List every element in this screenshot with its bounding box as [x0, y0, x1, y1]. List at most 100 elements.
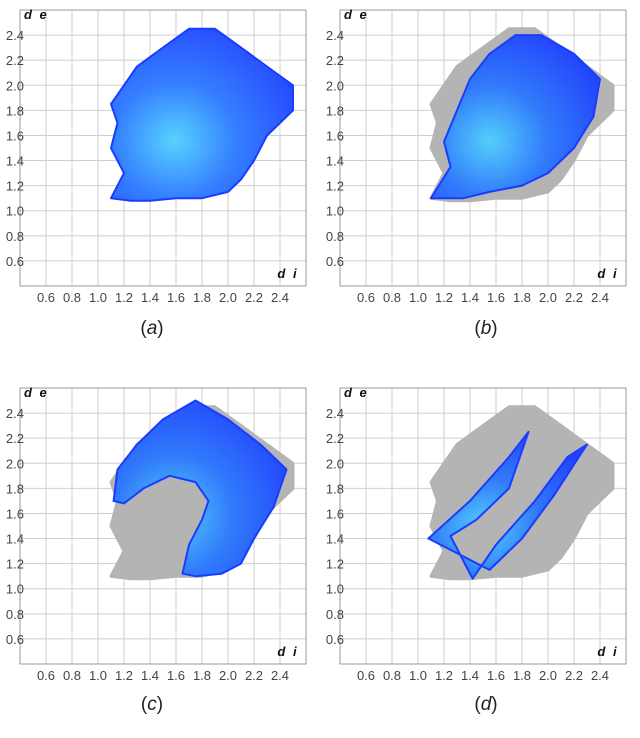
- x-tick-label-c-7: 2.0: [219, 668, 237, 683]
- x-tick-label-b-6: 1.8: [513, 290, 531, 305]
- y-tick-label-c-6: 1.8: [6, 481, 24, 496]
- fingerprint-plot-c: 0.6 0.8 1.0 1.2 1.4 1.6 1.8 2.0 2.2 2.4 0.6 0.8 1.0 1…: [0, 378, 320, 738]
- y-axis-label-c: d e: [24, 385, 49, 400]
- x-tick-label-b-3: 1.2: [435, 290, 453, 305]
- x-tick-label-c-8: 2.2: [245, 668, 263, 683]
- x-tick-label-b-9: 2.4: [591, 290, 609, 305]
- x-tick-label-c-2: 1.0: [89, 668, 107, 683]
- x-tick-label-b-4: 1.4: [461, 290, 479, 305]
- y-tick-label-a-7: 2.0: [6, 78, 24, 93]
- plot-frame-b: [339, 9, 627, 287]
- x-tick-label-b-7: 2.0: [539, 290, 557, 305]
- y-tick-label-d-1: 0.8: [326, 607, 344, 622]
- x-tick-label-b-5: 1.6: [487, 290, 505, 305]
- x-tick-label-a-9: 2.4: [271, 290, 289, 305]
- caption-a: (a): [140, 318, 164, 339]
- caption-d-label: d: [480, 694, 492, 715]
- caption-d: (d): [474, 694, 498, 715]
- plot-frame-c: [19, 387, 307, 665]
- x-tick-label-a-1: 0.8: [63, 290, 81, 305]
- y-tick-label-a-6: 1.8: [6, 103, 24, 118]
- y-tick-label-a-9: 2.4: [6, 28, 24, 43]
- caption-b: (b): [474, 318, 498, 339]
- y-tick-label-a-4: 1.4: [6, 154, 24, 169]
- y-tick-label-b-9: 2.4: [326, 28, 344, 43]
- x-tick-label-b-0: 0.6: [357, 290, 375, 305]
- plot-frame-a: [19, 9, 307, 287]
- y-tick-label-a-8: 2.2: [6, 53, 24, 68]
- y-tick-label-a-3: 1.2: [6, 179, 24, 194]
- x-axis-label-b: d i: [597, 266, 618, 281]
- x-axis-label-d: d i: [597, 644, 618, 659]
- x-tick-label-a-6: 1.8: [193, 290, 211, 305]
- y-tick-label-c-3: 1.2: [6, 557, 24, 572]
- x-tick-label-d-9: 2.4: [591, 668, 609, 683]
- caption-c-label: c: [147, 694, 157, 715]
- x-tick-label-d-2: 1.0: [409, 668, 427, 683]
- y-tick-label-c-9: 2.4: [6, 406, 24, 421]
- x-tick-label-a-2: 1.0: [89, 290, 107, 305]
- x-tick-label-d-4: 1.4: [461, 668, 479, 683]
- y-tick-label-d-9: 2.4: [326, 406, 344, 421]
- x-tick-label-a-5: 1.6: [167, 290, 185, 305]
- x-tick-label-c-9: 2.4: [271, 668, 289, 683]
- y-tick-label-a-2: 1.0: [6, 204, 24, 219]
- y-axis-label-a: d e: [24, 7, 49, 22]
- y-tick-label-c-4: 1.4: [6, 532, 24, 547]
- x-tick-label-c-3: 1.2: [115, 668, 133, 683]
- x-tick-label-d-6: 1.8: [513, 668, 531, 683]
- x-tick-label-a-7: 2.0: [219, 290, 237, 305]
- y-tick-label-c-5: 1.6: [6, 506, 24, 521]
- y-tick-label-a-0: 0.6: [6, 254, 24, 269]
- plot-canvas-d: 0.6 0.8 1.0 1.2 1.4 1.6 1.8 2.0 2.2 2.4 0.6 0.8 1.0 1…: [326, 385, 627, 683]
- x-tick-label-b-2: 1.0: [409, 290, 427, 305]
- y-tick-label-d-7: 2.0: [326, 456, 344, 471]
- plot-canvas-b: 0.6 0.8 1.0 1.2 1.4 1.6 1.8 2.0 2.2 2.4 0.6 0.8 1.0 1…: [326, 7, 627, 305]
- x-axis-label-a: d i: [277, 266, 298, 281]
- y-tick-label-b-6: 1.8: [326, 103, 344, 118]
- y-tick-label-b-3: 1.2: [326, 179, 344, 194]
- y-tick-label-b-2: 1.0: [326, 204, 344, 219]
- x-tick-label-b-1: 0.8: [383, 290, 401, 305]
- x-tick-label-a-8: 2.2: [245, 290, 263, 305]
- highlight-region-b: [430, 34, 601, 200]
- y-tick-label-c-1: 0.8: [6, 607, 24, 622]
- x-tick-label-a-3: 1.2: [115, 290, 133, 305]
- plot-canvas-c: 0.6 0.8 1.0 1.2 1.4 1.6 1.8 2.0 2.2 2.4 0.6 0.8 1.0 1…: [6, 385, 307, 683]
- fingerprint-plot-a: 0.6 0.8 1.0 1.2 1.4 1.6 1.8 2.0 2.2 2.4 0.6 0.8 1.0 1…: [0, 0, 320, 360]
- x-tick-label-c-4: 1.4: [141, 668, 159, 683]
- y-tick-label-d-5: 1.6: [326, 506, 344, 521]
- x-tick-label-d-3: 1.2: [435, 668, 453, 683]
- y-tick-label-c-2: 1.0: [6, 582, 24, 597]
- x-tick-label-b-8: 2.2: [565, 290, 583, 305]
- x-tick-label-c-6: 1.8: [193, 668, 211, 683]
- y-tick-label-b-8: 2.2: [326, 53, 344, 68]
- x-tick-label-d-7: 2.0: [539, 668, 557, 683]
- x-tick-label-d-5: 1.6: [487, 668, 505, 683]
- highlight-region-d: [427, 430, 588, 580]
- plot-canvas-a: 0.6 0.8 1.0 1.2 1.4 1.6 1.8 2.0 2.2 2.4 0.6 0.8 1.0 1…: [6, 7, 307, 305]
- x-tick-label-c-5: 1.6: [167, 668, 185, 683]
- x-tick-label-d-1: 0.8: [383, 668, 401, 683]
- x-tick-label-a-4: 1.4: [141, 290, 159, 305]
- y-tick-label-c-8: 2.2: [6, 431, 24, 446]
- y-tick-label-a-1: 0.8: [6, 229, 24, 244]
- y-tick-label-d-6: 1.8: [326, 481, 344, 496]
- y-tick-label-b-0: 0.6: [326, 254, 344, 269]
- caption-c: (c): [140, 694, 164, 715]
- y-tick-label-a-5: 1.6: [6, 128, 24, 143]
- highlight-region-c: [112, 399, 288, 578]
- plot-frame-d: [339, 387, 627, 665]
- y-tick-label-d-0: 0.6: [326, 632, 344, 647]
- y-tick-label-d-2: 1.0: [326, 582, 344, 597]
- y-tick-label-b-7: 2.0: [326, 78, 344, 93]
- x-tick-label-d-8: 2.2: [565, 668, 583, 683]
- caption-b-label: b: [480, 318, 492, 339]
- y-tick-label-c-7: 2.0: [6, 456, 24, 471]
- y-tick-label-d-3: 1.2: [326, 557, 344, 572]
- fingerprint-plot-b: 0.6 0.8 1.0 1.2 1.4 1.6 1.8 2.0 2.2 2.4 0.6 0.8 1.0 1…: [320, 0, 640, 360]
- x-tick-label-d-0: 0.6: [357, 668, 375, 683]
- x-axis-label-c: d i: [277, 644, 298, 659]
- y-tick-label-b-4: 1.4: [326, 154, 344, 169]
- y-tick-label-b-5: 1.6: [326, 128, 344, 143]
